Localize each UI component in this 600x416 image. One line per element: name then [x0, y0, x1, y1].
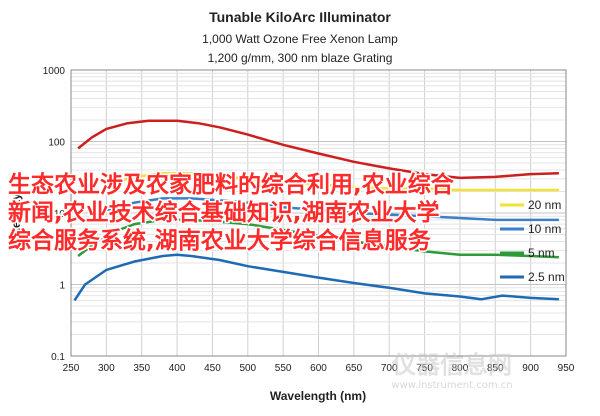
x-tick-label: 850 — [487, 363, 504, 374]
series-line-1 — [106, 171, 559, 192]
grid — [70, 70, 567, 357]
y-tick-label: 1000 — [43, 66, 66, 77]
legend-label-2: 10 nm — [528, 222, 561, 236]
watermark: 仪器信息网 www.instrument.com.cn — [391, 351, 513, 391]
legend-label-1: 20 nm — [528, 198, 561, 212]
chart-subtitle-line-1: 1,000 Watt Ozone Free Xenon Lamp — [202, 32, 398, 46]
x-tick-label: 450 — [204, 363, 221, 374]
legend: 20 nm 10 nm 5 nm 2.5 nm — [500, 198, 565, 284]
y-axis-label: Intensity — [9, 193, 23, 243]
x-tick-label: 400 — [169, 363, 186, 374]
legend-label-4: 2.5 nm — [528, 270, 565, 284]
chart-title: Tunable KiloArc Illuminator — [209, 9, 391, 25]
series-line-3 — [77, 218, 559, 259]
y-tick-label: 1 — [59, 281, 65, 292]
chart-subtitle-line-2: 1,200 g/mm, 300 nm blaze Grating — [208, 51, 393, 65]
x-tick-label: 900 — [522, 363, 539, 374]
y-tick-labels: 0.1 1 10 100 1000 — [43, 66, 66, 363]
x-tick-label: 600 — [310, 363, 327, 374]
series-line-0 — [77, 119, 559, 180]
x-tick-label: 500 — [239, 363, 256, 374]
x-tick-label: 700 — [381, 363, 398, 374]
series-line-2 — [106, 197, 559, 222]
x-tick-label: 650 — [346, 363, 363, 374]
x-tick-label: 950 — [558, 363, 575, 374]
x-tick-label: 800 — [452, 363, 469, 374]
overlay-text-line-2: 新闻,农业技术综合基础知识,湖南农业大学 — [8, 199, 439, 226]
plot-frame — [70, 69, 567, 357]
x-tick-labels: 250 300 350 400 450 500 550 600 650 700 750 800 850 9… — [63, 363, 575, 374]
watermark-text: 仪器信息网 — [391, 351, 512, 379]
overlay-text: 生态农业涉及农家肥料的综合利用,农业综合 新闻,农业技术综合基础知识,湖南农业大… — [7, 170, 457, 256]
x-tick-label: 250 — [63, 363, 80, 374]
y-tick-label: 10 — [54, 209, 66, 220]
x-tick-label: 300 — [98, 363, 115, 374]
overlay-text-line-1: 生态农业涉及农家肥料的综合利用,农业综合 — [8, 171, 455, 198]
x-axis-label: Wavelength (nm) — [270, 389, 366, 403]
y-tick-label: 0.1 — [51, 352, 65, 363]
x-tick-label: 750 — [416, 363, 433, 374]
series-lines — [73, 119, 559, 302]
x-tick-label: 350 — [133, 363, 150, 374]
watermark-url: www.instrument.com.cn — [391, 380, 512, 391]
series-line-4 — [73, 253, 559, 302]
y-tick-label: 100 — [48, 138, 65, 149]
x-tick-label: 550 — [275, 363, 292, 374]
legend-label-3: 5 nm — [528, 246, 555, 260]
overlay-text-line-3: 综合服务系统,湖南农业大学综合信息服务 — [8, 227, 432, 254]
